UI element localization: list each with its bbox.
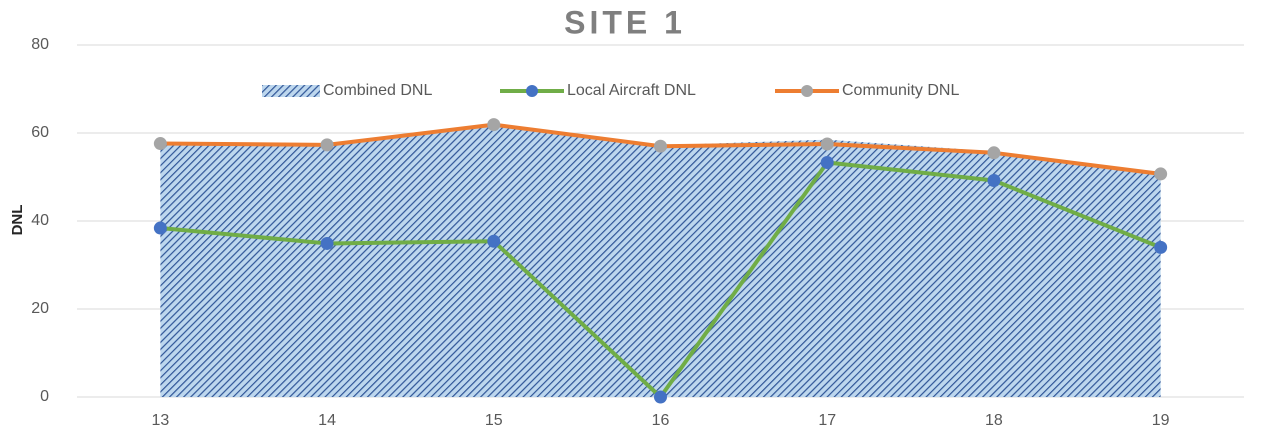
y-tick-label: 0 xyxy=(40,388,49,405)
x-tick-label: 13 xyxy=(151,412,169,429)
y-axis-title: DNL xyxy=(9,205,26,236)
y-tick-label: 40 xyxy=(31,212,49,229)
marker xyxy=(1154,167,1168,181)
area xyxy=(160,125,1161,397)
x-tick-label: 17 xyxy=(818,412,836,429)
marker xyxy=(320,236,334,250)
marker xyxy=(153,221,167,235)
marker xyxy=(820,155,834,169)
y-tick-label: 20 xyxy=(31,300,49,317)
marker xyxy=(654,139,667,153)
y-tick-label: 80 xyxy=(31,36,49,53)
legend-label: Local Aircraft DNL xyxy=(567,82,696,99)
x-tick-label: 16 xyxy=(652,412,670,429)
chart-title: SITE 1 xyxy=(564,4,686,40)
marker xyxy=(987,174,1001,188)
legend-label: Combined DNL xyxy=(323,82,432,99)
x-tick-label: 19 xyxy=(1152,412,1170,429)
y-tick-label: 60 xyxy=(31,124,49,141)
marker xyxy=(153,137,167,151)
legend-marker xyxy=(801,85,813,97)
marker xyxy=(987,146,1001,160)
marker xyxy=(487,234,501,248)
legend-swatch xyxy=(262,85,320,97)
marker xyxy=(320,138,334,152)
marker xyxy=(654,390,667,404)
marker xyxy=(1154,240,1168,254)
x-tick-label: 15 xyxy=(485,412,503,429)
marker xyxy=(487,118,501,132)
legend-marker xyxy=(526,85,538,97)
x-tick-label: 18 xyxy=(985,412,1003,429)
x-tick-label: 14 xyxy=(318,412,336,429)
legend-label: Community DNL xyxy=(842,82,959,99)
marker xyxy=(820,137,834,151)
